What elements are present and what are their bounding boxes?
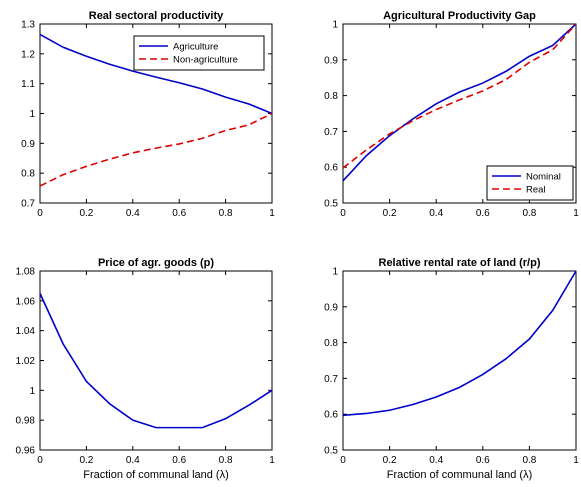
y-tick-label: 1 xyxy=(332,267,338,278)
x-axis-label: Fraction of communal land (λ) xyxy=(387,469,533,481)
y-tick-label: 0.98 xyxy=(16,416,36,427)
y-tick-label: 0.6 xyxy=(324,410,338,421)
y-tick-label: 0.7 xyxy=(324,374,338,385)
x-tick-label: 0.8 xyxy=(219,208,233,219)
y-tick-label: 1.1 xyxy=(21,79,35,90)
x-tick-label: 0 xyxy=(37,208,43,219)
y-tick-label: 1 xyxy=(29,109,35,120)
y-tick-label: 0.5 xyxy=(324,199,338,210)
legend: Nominal Real xyxy=(486,165,574,201)
axes-box xyxy=(39,270,273,451)
y-tick-label: 1 xyxy=(29,386,35,397)
x-tick-label: 0 xyxy=(340,208,346,219)
x-tick-label: 0.4 xyxy=(126,208,140,219)
y-tick-label: 0.7 xyxy=(324,127,338,138)
x-tick-label: 1 xyxy=(573,208,579,219)
x-tick-label: 0.6 xyxy=(476,208,490,219)
x-tick-label: 0.6 xyxy=(172,208,186,219)
y-tick-label: 0.9 xyxy=(324,302,338,313)
y-tick-label: 0.9 xyxy=(324,55,338,66)
x-tick-label: 0.6 xyxy=(172,455,186,466)
x-tick-label: 0.2 xyxy=(79,208,93,219)
x-tick-label: 0.6 xyxy=(476,455,490,466)
x-tick-label: 1 xyxy=(573,455,579,466)
x-tick-label: 0.2 xyxy=(383,208,397,219)
legend-box xyxy=(486,165,574,201)
series-line-0 xyxy=(342,270,577,417)
x-tick-label: 0.2 xyxy=(383,455,397,466)
panel-real-sectoral-productivity: 0 0.2 0.4 0.6 0.8 1 0.7 0.8 0.9 1 1.1 1.2 1.3 Real se… xyxy=(21,10,275,219)
legend-label: Nominal xyxy=(526,172,561,183)
y-tick-label: 1.3 xyxy=(21,20,35,31)
x-axis-label: Fraction of communal land (λ) xyxy=(83,469,229,481)
y-tick-label: 1.02 xyxy=(16,356,36,367)
chart-title: Price of agr. goods (p) xyxy=(98,257,214,269)
x-tick-label: 0 xyxy=(37,455,43,466)
y-tick-label: 1.08 xyxy=(16,267,36,278)
x-tick-label: 1 xyxy=(269,455,275,466)
axes-box xyxy=(342,270,577,451)
series-line-0 xyxy=(39,293,273,429)
x-tick-label: 0.8 xyxy=(522,208,536,219)
panel-agricultural-productivity-gap: 0 0.2 0.4 0.6 0.8 1 0.5 0.6 0.7 0.8 0.9 1 Agricultur… xyxy=(324,10,579,219)
y-tick-label: 0.6 xyxy=(324,163,338,174)
x-tick-label: 0.8 xyxy=(522,455,536,466)
y-tick-label: 1.04 xyxy=(16,326,36,337)
legend-label: Agriculture xyxy=(173,42,218,53)
y-tick-label: 1.06 xyxy=(16,296,36,307)
series-line-agriculture xyxy=(39,33,273,115)
x-tick-label: 0.4 xyxy=(429,208,443,219)
x-tick-label: 0.2 xyxy=(79,455,93,466)
legend-label: Non-agriculture xyxy=(173,55,238,66)
chart-title: Relative rental rate of land (r/p) xyxy=(379,257,541,269)
x-tick-label: 0.8 xyxy=(219,455,233,466)
x-tick-label: 1 xyxy=(269,208,275,219)
series-line-real xyxy=(342,23,577,169)
chart-title: Agricultural Productivity Gap xyxy=(383,10,536,22)
y-tick-label: 0.96 xyxy=(16,446,36,457)
y-tick-label: 1 xyxy=(332,20,338,31)
panel-price-of-agr-goods: 0 0.2 0.4 0.6 0.8 1 0.96 0.98 1 1.02 1.04 1.06 1.08 P… xyxy=(16,257,276,481)
legend: Agriculture Non-agriculture xyxy=(133,35,265,71)
chart-title: Real sectoral productivity xyxy=(89,10,224,22)
series-line-nominal xyxy=(342,23,577,182)
y-tick-label: 0.8 xyxy=(324,91,338,102)
x-tick-label: 0.4 xyxy=(126,455,140,466)
legend-box xyxy=(133,35,265,71)
series-line-non-agriculture xyxy=(39,112,273,187)
x-tick-label: 0.4 xyxy=(429,455,443,466)
panel-relative-rental-rate: 0 0.2 0.4 0.6 0.8 1 0.5 0.6 0.7 0.8 0.9 1 Relative r… xyxy=(324,257,579,481)
y-tick-label: 0.5 xyxy=(324,446,338,457)
legend-label: Real xyxy=(526,185,546,196)
y-tick-label: 0.9 xyxy=(21,139,35,150)
y-tick-label: 0.8 xyxy=(21,169,35,180)
x-tick-label: 0 xyxy=(340,455,346,466)
y-tick-label: 0.8 xyxy=(324,338,338,349)
y-tick-label: 1.2 xyxy=(21,49,35,60)
axes-box xyxy=(342,23,577,204)
y-tick-label: 0.7 xyxy=(21,199,35,210)
